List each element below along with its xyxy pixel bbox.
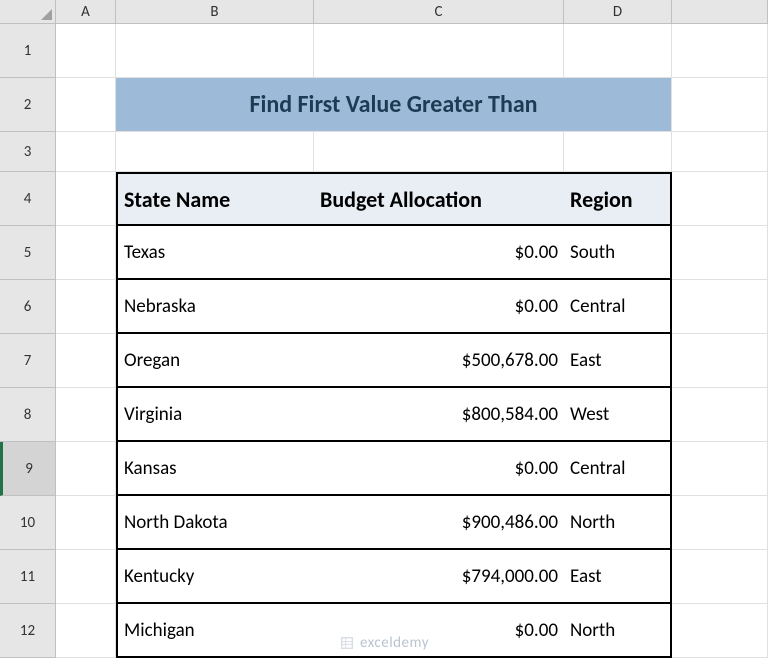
table-row[interactable]: $0.00 [314,280,564,334]
table-row[interactable]: Kansas [116,442,314,496]
cell-A3[interactable] [56,132,116,172]
cell-A2[interactable] [56,78,116,132]
cell-E10[interactable] [672,496,768,550]
row-header-2[interactable]: 2 [0,78,56,132]
col-header-B[interactable]: B [116,0,314,24]
cell-C3[interactable] [314,132,564,172]
cell-A4[interactable] [56,172,116,226]
row-header-5[interactable]: 5 [0,226,56,280]
cell-E1[interactable] [672,24,768,78]
row-header-3[interactable]: 3 [0,132,56,172]
row-header-11[interactable]: 11 [0,550,56,604]
table-header-budget[interactable]: Budget Allocation [314,172,564,226]
table-row[interactable]: North [564,604,672,658]
cell-B3[interactable] [116,132,314,172]
table-row[interactable]: Virginia [116,388,314,442]
table-row[interactable]: Michigan [116,604,314,658]
cell-B1[interactable] [116,24,314,78]
row-header-1[interactable]: 1 [0,24,56,78]
cell-E12[interactable] [672,604,768,658]
cell-E6[interactable] [672,280,768,334]
cell-E2[interactable] [672,78,768,132]
cell-E9[interactable] [672,442,768,496]
table-row[interactable]: South [564,226,672,280]
table-row[interactable]: Oregan [116,334,314,388]
table-row[interactable]: East [564,334,672,388]
table-row[interactable]: $794,000.00 [314,550,564,604]
cell-E8[interactable] [672,388,768,442]
cell-A11[interactable] [56,550,116,604]
select-all-corner[interactable] [0,0,56,24]
row-header-10[interactable]: 10 [0,496,56,550]
table-row[interactable]: $800,584.00 [314,388,564,442]
cell-A9[interactable] [56,442,116,496]
col-header-A[interactable]: A [56,0,116,24]
row-header-9[interactable]: 9 [0,442,56,496]
col-header-D[interactable]: D [564,0,672,24]
row-header-6[interactable]: 6 [0,280,56,334]
row-header-7[interactable]: 7 [0,334,56,388]
table-row[interactable]: Central [564,442,672,496]
table-header-state[interactable]: State Name [116,172,314,226]
table-header-region[interactable]: Region [564,172,672,226]
table-row[interactable]: Central [564,280,672,334]
col-header-C[interactable]: C [314,0,564,24]
cell-E4[interactable] [672,172,768,226]
table-row[interactable]: East [564,550,672,604]
cell-D1[interactable] [564,24,672,78]
table-row[interactable]: North Dakota [116,496,314,550]
cell-A7[interactable] [56,334,116,388]
table-row[interactable]: West [564,388,672,442]
table-row[interactable]: Kentucky [116,550,314,604]
cell-D3[interactable] [564,132,672,172]
cell-E11[interactable] [672,550,768,604]
table-row[interactable]: North [564,496,672,550]
table-row[interactable]: $900,486.00 [314,496,564,550]
cell-A1[interactable] [56,24,116,78]
table-row[interactable]: $0.00 [314,604,564,658]
cell-E5[interactable] [672,226,768,280]
cell-A5[interactable] [56,226,116,280]
spreadsheet-grid: A B C D 1 2 Find First Value Greater Tha… [0,0,768,658]
table-row[interactable]: $500,678.00 [314,334,564,388]
cell-A6[interactable] [56,280,116,334]
cell-A10[interactable] [56,496,116,550]
table-row[interactable]: Texas [116,226,314,280]
row-header-12[interactable]: 12 [0,604,56,658]
row-header-8[interactable]: 8 [0,388,56,442]
row-header-4[interactable]: 4 [0,172,56,226]
cell-A12[interactable] [56,604,116,658]
cell-A8[interactable] [56,388,116,442]
col-header-blank[interactable] [672,0,768,24]
table-row[interactable]: Nebraska [116,280,314,334]
cell-E3[interactable] [672,132,768,172]
page-title[interactable]: Find First Value Greater Than [116,78,672,132]
table-row[interactable]: $0.00 [314,442,564,496]
table-row[interactable]: $0.00 [314,226,564,280]
cell-C1[interactable] [314,24,564,78]
cell-E7[interactable] [672,334,768,388]
